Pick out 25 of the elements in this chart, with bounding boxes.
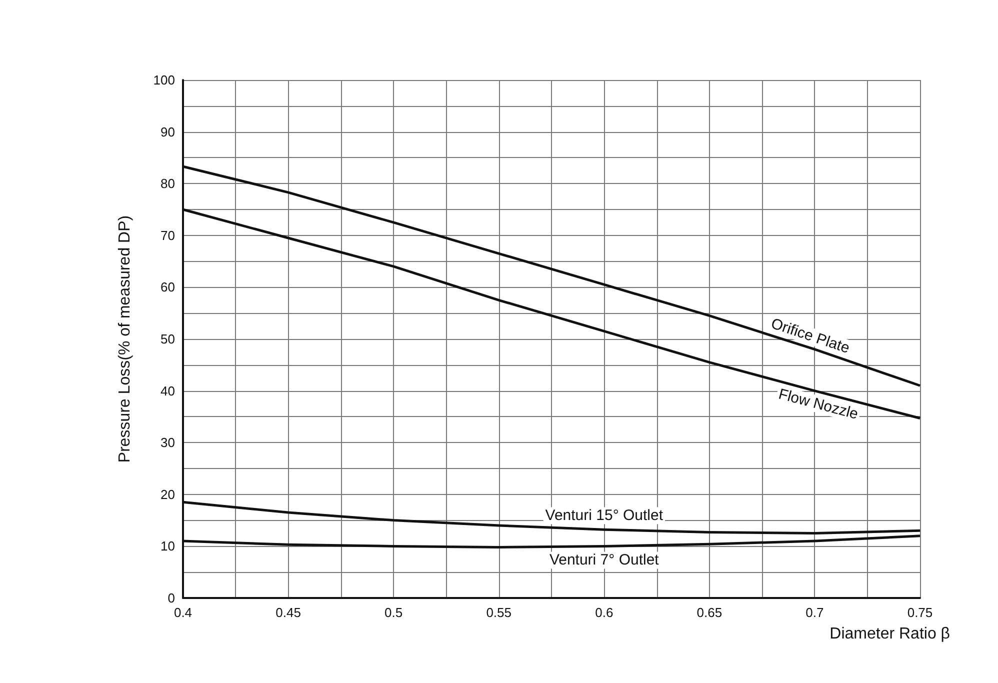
- y-tick-label: 0: [168, 590, 175, 606]
- x-tick-label: 0.6: [595, 605, 614, 620]
- y-tick-label: 90: [160, 124, 175, 140]
- y-tick-label: 100: [153, 72, 175, 88]
- series-label: Venturi 7° Outlet: [549, 552, 660, 569]
- y-axis-title: Pressure Loss(% of measured DP): [116, 215, 134, 463]
- x-axis-title: Diameter Ratio β: [830, 626, 950, 642]
- x-tick-label: 0.7: [806, 605, 824, 620]
- x-tick-label: 0.45: [276, 605, 301, 620]
- x-tick-label: 0.55: [486, 605, 512, 620]
- y-tick-label: 50: [160, 332, 175, 346]
- y-tick-label: 40: [160, 383, 175, 398]
- x-tick-label: 0.5: [384, 605, 403, 620]
- text: Flow Nozzle: [776, 386, 860, 424]
- y-tick-label: 60: [160, 280, 175, 295]
- series-label: Venturi 15° Outlet: [545, 507, 664, 524]
- x-tick-label: 0.65: [696, 605, 722, 620]
- x-tick-label: 0.4: [174, 605, 192, 620]
- y-tick-label: 20: [160, 486, 175, 502]
- text: Orifice Plate: [768, 315, 852, 357]
- x-tick-label: 0.75: [907, 605, 933, 620]
- y-tick-label: 30: [160, 435, 175, 450]
- y-tick-label: 10: [160, 538, 175, 554]
- y-tick-label: 80: [160, 176, 175, 192]
- y-tick-label: 70: [160, 228, 175, 243]
